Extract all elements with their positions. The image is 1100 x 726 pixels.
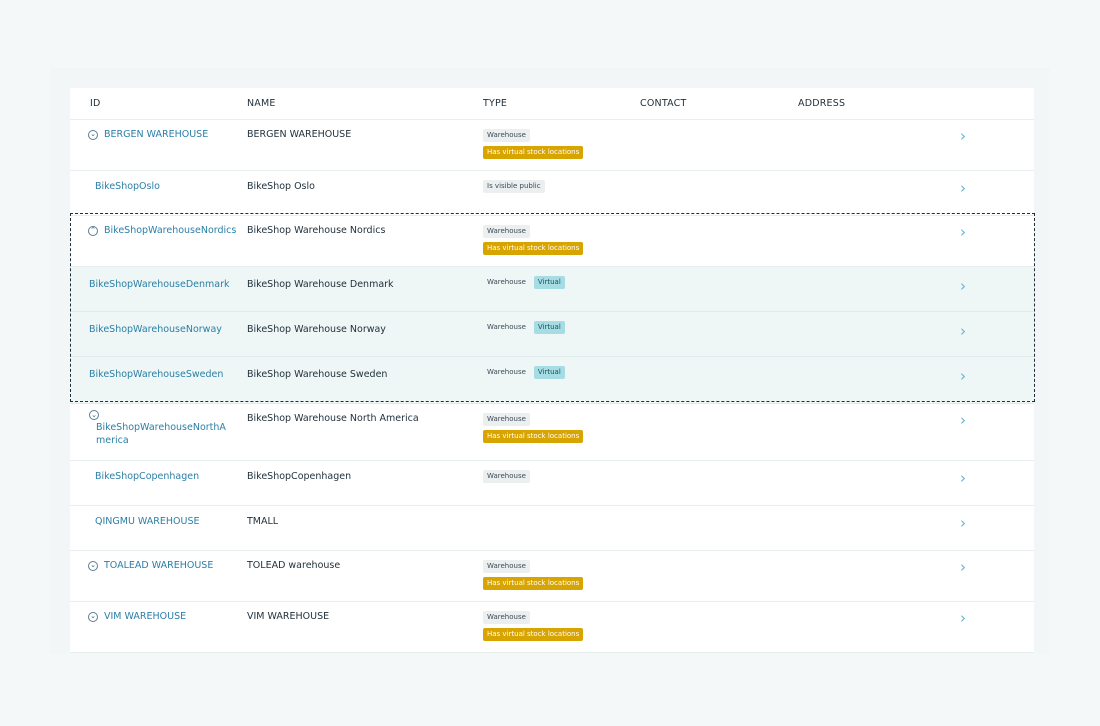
table-row[interactable]: ⌄ BERGEN WAREHOUSE BERGEN WAREHOUSE Ware… bbox=[70, 120, 1034, 171]
row-name: TOLEAD warehouse bbox=[247, 560, 341, 571]
row-id-link[interactable]: ⌄ VIM WAREHOUSE bbox=[88, 611, 186, 622]
chevron-right-icon[interactable]: › bbox=[960, 322, 966, 340]
chevron-right-icon[interactable]: › bbox=[960, 223, 966, 241]
virtual-stock-badge: Has virtual stock locations bbox=[483, 242, 584, 255]
chevron-right-icon[interactable]: › bbox=[960, 609, 966, 627]
virtual-stock-badge: Has virtual stock locations bbox=[483, 577, 584, 590]
chevron-down-icon[interactable]: ⌄ bbox=[88, 560, 98, 571]
chevron-up-icon[interactable]: ⌃ bbox=[88, 225, 98, 236]
row-name: BERGEN WAREHOUSE bbox=[247, 129, 352, 140]
row-type-tags: Is visible public bbox=[483, 180, 545, 193]
type-badge: Warehouse bbox=[483, 225, 530, 238]
chevron-down-icon[interactable]: ⌄ bbox=[88, 129, 98, 140]
row-name: BikeShop Warehouse Sweden bbox=[247, 369, 388, 380]
table-row[interactable]: BikeShopWarehouseSweden BikeShop Warehou… bbox=[70, 357, 1034, 404]
chevron-down-icon[interactable]: ⌄ bbox=[88, 611, 98, 622]
chevron-right-icon[interactable]: › bbox=[960, 179, 966, 197]
virtual-badge: Virtual bbox=[533, 366, 565, 379]
column-header-contact[interactable]: CONTACT bbox=[640, 98, 687, 109]
row-type-tags: Warehouse Has virtual stock locations bbox=[483, 225, 584, 255]
row-id-link[interactable]: BikeShopOslo bbox=[95, 181, 160, 192]
row-type-tags: Warehouse bbox=[483, 470, 530, 483]
row-name: VIM WAREHOUSE bbox=[247, 611, 330, 622]
chevron-right-icon[interactable]: › bbox=[960, 367, 966, 385]
virtual-stock-badge: Has virtual stock locations bbox=[483, 430, 584, 443]
type-badge: Warehouse bbox=[483, 611, 530, 624]
table-row[interactable]: BikeShopWarehouseNorway BikeShop Warehou… bbox=[70, 312, 1034, 357]
type-badge: Warehouse bbox=[483, 560, 530, 573]
visibility-badge: Is visible public bbox=[483, 180, 545, 193]
row-id-link[interactable]: ⌄ BERGEN WAREHOUSE bbox=[88, 129, 208, 140]
chevron-right-icon[interactable]: › bbox=[960, 277, 966, 295]
row-id-link[interactable]: BikeShopWarehouseSweden bbox=[89, 369, 224, 380]
row-id-link[interactable]: ⌃ BikeShopWarehouseNordics bbox=[88, 225, 236, 236]
row-id-link[interactable]: ⌄ BikeShopWarehouseNorthAmerica bbox=[89, 410, 229, 447]
row-type-tags: Warehouse Virtual bbox=[483, 276, 565, 289]
column-header-id[interactable]: ID bbox=[90, 98, 101, 109]
chevron-right-icon[interactable]: › bbox=[960, 411, 966, 429]
table-row[interactable]: ⌄ BikeShopWarehouseNorthAmerica BikeShop… bbox=[70, 404, 1034, 461]
virtual-badge: Virtual bbox=[533, 276, 565, 289]
row-name: TMALL bbox=[247, 516, 279, 527]
chevron-right-icon[interactable]: › bbox=[960, 469, 966, 487]
column-header-address[interactable]: ADDRESS bbox=[798, 98, 846, 109]
row-name: BikeShop Warehouse Denmark bbox=[247, 279, 394, 290]
row-type-tags: Warehouse Virtual bbox=[483, 321, 565, 334]
row-type-tags: Warehouse Has virtual stock locations bbox=[483, 611, 584, 641]
row-type-tags: Warehouse Has virtual stock locations bbox=[483, 560, 584, 590]
chevron-right-icon[interactable]: › bbox=[960, 127, 966, 145]
type-badge: Warehouse bbox=[483, 470, 530, 483]
row-name: BikeShop Warehouse Nordics bbox=[247, 225, 386, 236]
type-badge: Warehouse bbox=[483, 129, 530, 142]
type-badge: Warehouse bbox=[483, 413, 530, 426]
table-row[interactable]: ⌃ BikeShopWarehouseNordics BikeShop Ware… bbox=[70, 216, 1034, 267]
type-badge: Warehouse bbox=[487, 368, 526, 376]
column-header-name[interactable]: NAME bbox=[247, 98, 276, 109]
table-header: ID NAME TYPE CONTACT ADDRESS bbox=[70, 88, 1034, 120]
chevron-right-icon[interactable]: › bbox=[960, 558, 966, 576]
row-id-link[interactable]: BikeShopWarehouseNorway bbox=[89, 324, 222, 335]
type-badge: Warehouse bbox=[487, 323, 526, 331]
row-id-link[interactable]: BikeShopCopenhagen bbox=[95, 471, 200, 482]
row-name: BikeShop Oslo bbox=[247, 181, 315, 192]
row-name: BikeShop Warehouse North America bbox=[247, 413, 419, 424]
chevron-right-icon[interactable]: › bbox=[960, 514, 966, 532]
virtual-stock-badge: Has virtual stock locations bbox=[483, 628, 584, 641]
row-name: BikeShopCopenhagen bbox=[247, 471, 352, 482]
row-id-link[interactable]: QINGMU WAREHOUSE bbox=[95, 516, 200, 527]
warehouse-table: ID NAME TYPE CONTACT ADDRESS ⌄ BERGEN WA… bbox=[70, 88, 1034, 653]
table-row[interactable]: BikeShopOslo BikeShop Oslo Is visible pu… bbox=[70, 171, 1034, 216]
table-row[interactable]: QINGMU WAREHOUSE TMALL › bbox=[70, 506, 1034, 551]
row-id-link[interactable]: BikeShopWarehouseDenmark bbox=[89, 279, 230, 290]
table-row[interactable]: BikeShopCopenhagen BikeShopCopenhagen Wa… bbox=[70, 461, 1034, 506]
row-type-tags: Warehouse Has virtual stock locations bbox=[483, 129, 584, 159]
row-type-tags: Warehouse Virtual bbox=[483, 366, 565, 379]
column-header-type[interactable]: TYPE bbox=[483, 98, 508, 109]
type-badge: Warehouse bbox=[487, 278, 526, 286]
virtual-badge: Virtual bbox=[533, 321, 565, 334]
row-type-tags: Warehouse Has virtual stock locations bbox=[483, 413, 584, 443]
row-name: BikeShop Warehouse Norway bbox=[247, 324, 386, 335]
table-row[interactable]: ⌄ TOALEAD WAREHOUSE TOLEAD warehouse War… bbox=[70, 551, 1034, 602]
chevron-down-icon[interactable]: ⌄ bbox=[89, 410, 99, 420]
table-row[interactable]: BikeShopWarehouseDenmark BikeShop Wareho… bbox=[70, 267, 1034, 312]
virtual-stock-badge: Has virtual stock locations bbox=[483, 146, 584, 159]
row-id-link[interactable]: ⌄ TOALEAD WAREHOUSE bbox=[88, 560, 213, 571]
table-row[interactable]: ⌄ VIM WAREHOUSE VIM WAREHOUSE Warehouse … bbox=[70, 602, 1034, 653]
